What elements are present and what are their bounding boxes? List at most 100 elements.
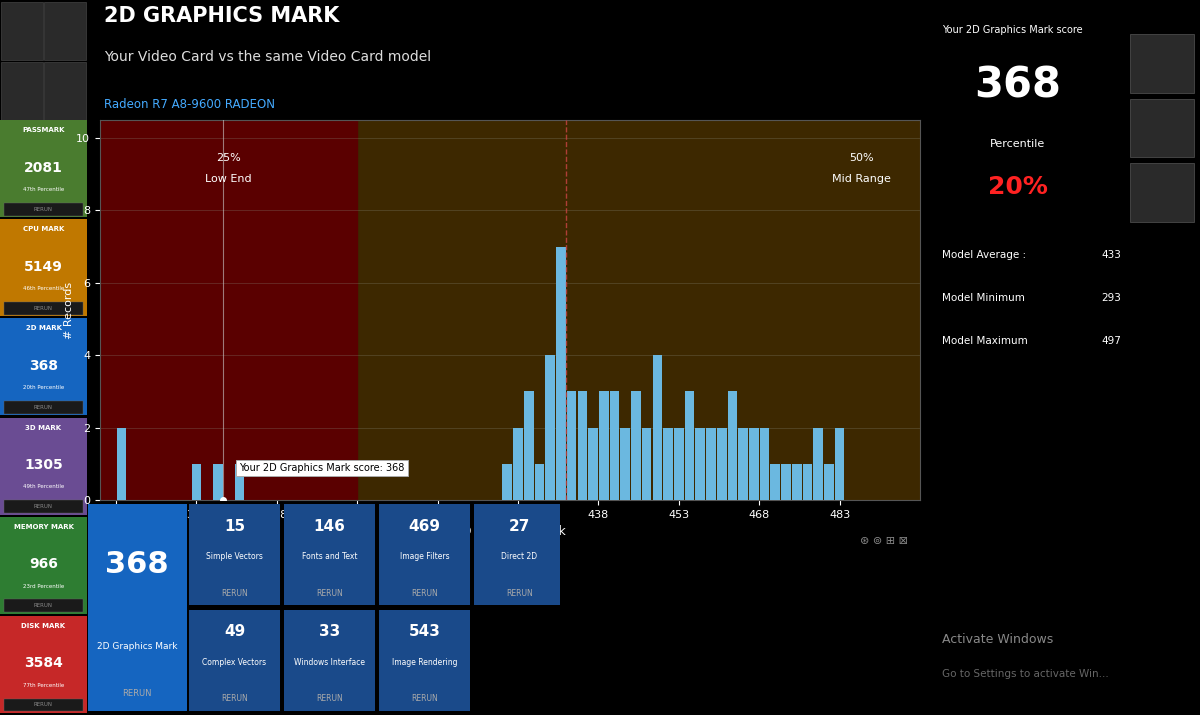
Text: Go to Settings to activate Win...: Go to Settings to activate Win...: [942, 669, 1109, 679]
Text: PASSMARK: PASSMARK: [23, 127, 65, 133]
Bar: [685, 391, 695, 500]
Bar: [749, 428, 758, 500]
Bar: [620, 428, 630, 500]
Text: Model Average :: Model Average :: [942, 250, 1026, 260]
Text: RERUN: RERUN: [412, 694, 438, 703]
Text: Your Video Card vs the same Video Card model: Your Video Card vs the same Video Card m…: [103, 50, 431, 64]
Bar: [5, 699, 83, 711]
Bar: [814, 428, 823, 500]
Text: 497: 497: [1102, 336, 1122, 346]
Bar: [835, 428, 845, 500]
Text: RERUN: RERUN: [122, 689, 151, 698]
Bar: [5, 401, 83, 414]
Text: CPU MARK: CPU MARK: [23, 227, 64, 232]
Text: Percentile: Percentile: [990, 139, 1045, 149]
Bar: [824, 464, 834, 500]
Text: 543: 543: [408, 624, 440, 639]
Bar: [1130, 163, 1194, 222]
X-axis label: 2D Graphics Mark: 2D Graphics Mark: [454, 526, 566, 538]
Bar: [738, 428, 748, 500]
Text: 20%: 20%: [988, 175, 1048, 199]
Bar: [0, 616, 88, 713]
Text: 966: 966: [29, 557, 58, 571]
Bar: [379, 610, 470, 711]
Text: 3D MARK: 3D MARK: [25, 425, 61, 430]
Bar: [524, 391, 534, 500]
Bar: [556, 247, 565, 500]
Bar: [0, 517, 88, 613]
Bar: [5, 599, 83, 612]
Text: Your 2D Graphics Mark score: Your 2D Graphics Mark score: [942, 25, 1084, 35]
Text: RERUN: RERUN: [221, 588, 248, 598]
Bar: [44, 62, 86, 120]
Bar: [727, 391, 737, 500]
Text: 46th Percentile: 46th Percentile: [23, 286, 64, 291]
Bar: [5, 203, 83, 216]
Text: Image Filters: Image Filters: [400, 553, 449, 561]
Text: RERUN: RERUN: [316, 588, 343, 598]
Text: 2081: 2081: [24, 161, 62, 174]
Bar: [214, 464, 223, 500]
Bar: [716, 428, 726, 500]
Bar: [116, 428, 126, 500]
Bar: [642, 428, 652, 500]
Text: 368: 368: [106, 550, 169, 579]
Text: 2D Graphics Mark: 2D Graphics Mark: [97, 641, 178, 651]
Text: RERUN: RERUN: [221, 694, 248, 703]
Bar: [0, 318, 88, 415]
Bar: [664, 428, 673, 500]
Text: 20th Percentile: 20th Percentile: [23, 385, 64, 390]
Text: Model Minimum: Model Minimum: [942, 293, 1025, 303]
Text: 2D GRAPHICS MARK: 2D GRAPHICS MARK: [103, 6, 340, 26]
Text: RERUN: RERUN: [34, 207, 53, 212]
Bar: [535, 464, 545, 500]
Text: 15: 15: [224, 519, 245, 534]
Bar: [5, 302, 83, 315]
Bar: [696, 428, 706, 500]
Bar: [781, 464, 791, 500]
Text: Windows Interface: Windows Interface: [294, 658, 365, 666]
Text: 47th Percentile: 47th Percentile: [23, 187, 64, 192]
Bar: [284, 610, 374, 711]
Bar: [284, 504, 374, 606]
Text: Complex Vectors: Complex Vectors: [203, 658, 266, 666]
Bar: [1, 2, 43, 60]
Text: 23rd Percentile: 23rd Percentile: [23, 583, 64, 588]
Text: Model Maximum: Model Maximum: [942, 336, 1028, 346]
Bar: [5, 500, 83, 513]
Text: 27: 27: [509, 519, 530, 534]
Text: 433: 433: [1102, 250, 1122, 260]
Text: 3584: 3584: [24, 656, 62, 671]
Bar: [588, 428, 598, 500]
Text: 368: 368: [29, 359, 58, 373]
Text: Image Rendering: Image Rendering: [391, 658, 457, 666]
Bar: [44, 2, 86, 60]
Text: 5149: 5149: [24, 260, 62, 274]
Bar: [545, 355, 556, 500]
Text: MEMORY MARK: MEMORY MARK: [13, 524, 73, 530]
Bar: [474, 504, 565, 606]
Y-axis label: # Records: # Records: [64, 282, 73, 339]
Text: 293: 293: [1102, 293, 1122, 303]
Text: 469: 469: [408, 519, 440, 534]
Bar: [1130, 99, 1194, 157]
Text: 49th Percentile: 49th Percentile: [23, 485, 64, 489]
Text: 33: 33: [319, 624, 340, 639]
Bar: [234, 464, 244, 500]
Bar: [0, 120, 88, 217]
Text: 1305: 1305: [24, 458, 62, 472]
Bar: [0, 418, 88, 515]
Text: 25%: 25%: [216, 152, 241, 162]
Bar: [803, 464, 812, 500]
Text: 50%: 50%: [848, 152, 874, 162]
Text: Mid Range: Mid Range: [832, 174, 890, 184]
Bar: [190, 610, 280, 711]
Text: Activate Windows: Activate Windows: [942, 633, 1054, 646]
Bar: [706, 428, 716, 500]
Text: Fonts and Text: Fonts and Text: [301, 553, 358, 561]
Text: 77th Percentile: 77th Percentile: [23, 683, 64, 688]
Bar: [674, 428, 684, 500]
Bar: [792, 464, 802, 500]
Text: 49: 49: [224, 624, 245, 639]
Bar: [379, 504, 470, 606]
